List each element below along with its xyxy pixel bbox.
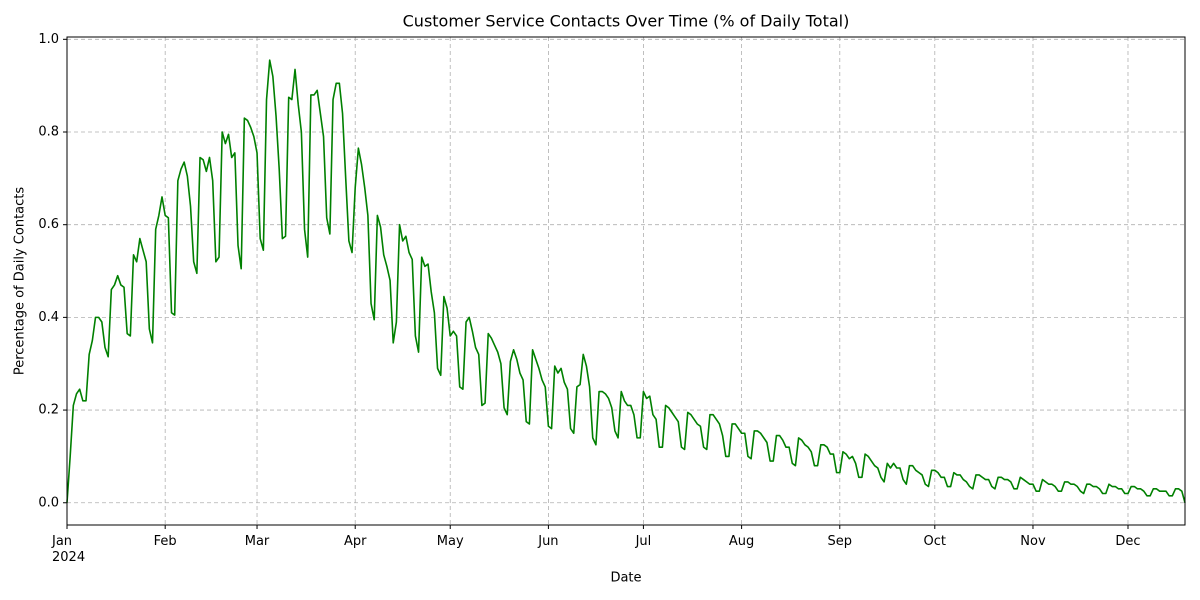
chart-title: Customer Service Contacts Over Time (% o… [403,12,850,31]
x-tick-label: Aug [729,534,754,549]
x-tick-label-line: Jan [51,534,72,549]
y-tick-label: 0.8 [38,125,59,140]
x-tick-label-line: 2024 [52,550,85,565]
x-tick-label: Jun [537,534,558,549]
plot-area: 0.0 0.2 0.4 0.6 0.8 1.0 Jan 2024 Feb Mar Apr May Jun… [38,32,1186,565]
x-tick-label: Jan 2024 [51,534,85,565]
y-tick-label: 0.6 [38,217,59,232]
x-tick-label: Jul [635,534,652,549]
x-tick-label: Dec [1115,534,1140,549]
x-tick-label: Mar [245,534,270,549]
x-tick-label: Sep [828,534,853,549]
y-tick-label: 1.0 [38,32,59,47]
y-tick-label: 0.0 [38,495,59,510]
y-tick-label: 0.2 [38,403,59,418]
x-tick-label: Apr [344,534,367,549]
x-tick-label: Feb [154,534,177,549]
data-line [66,59,1186,503]
y-axis-label: Percentage of Daily Contacts [13,187,28,376]
x-tick-label: Nov [1020,534,1046,549]
y-tick-label: 0.4 [38,310,59,325]
x-tick-label: Oct [924,534,946,549]
x-axis-label: Date [610,571,641,586]
x-tick-label: May [437,534,464,549]
axes-frame [66,36,1186,526]
